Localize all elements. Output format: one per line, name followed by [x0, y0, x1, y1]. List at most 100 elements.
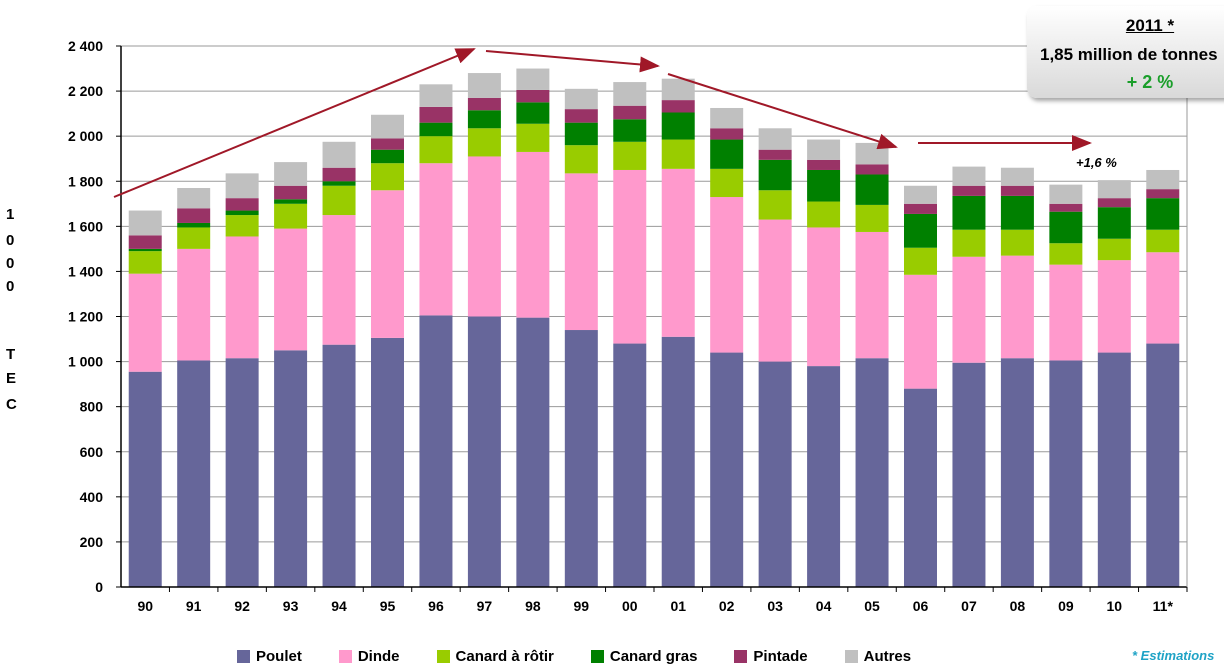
x-tick-label: 03 [767, 598, 783, 614]
bar-canard-gras [1146, 198, 1180, 230]
x-tick-label: 98 [525, 598, 541, 614]
bar-poulet [613, 343, 647, 587]
bar-pintade [516, 89, 550, 103]
bar-dinde [1146, 252, 1180, 344]
bar-pintade [467, 97, 501, 111]
bar-pintade [274, 185, 308, 200]
bar-pintade [1049, 203, 1083, 212]
legend-item: Dinde [338, 648, 400, 665]
bar-canard-r-tir [807, 201, 841, 228]
legend-swatch [844, 650, 858, 663]
y-axis-label-letter: C [6, 396, 17, 413]
bar-canard-gras [904, 213, 937, 248]
bar-poulet [1146, 343, 1180, 587]
bar-pintade [128, 235, 162, 249]
info-box [1027, 6, 1224, 98]
bar-poulet [177, 360, 211, 587]
bar-poulet [855, 358, 889, 587]
bar-pintade [177, 208, 211, 223]
bar-dinde [371, 190, 404, 338]
info-year: 2011 * [1125, 16, 1175, 35]
bar-canard-gras [1097, 207, 1131, 239]
bar-canard-r-tir [855, 204, 889, 232]
bar-canard-gras [419, 122, 453, 137]
x-tick-label: 97 [477, 598, 493, 614]
y-tick-label: 1 000 [68, 354, 103, 370]
bar-pintade [952, 185, 986, 196]
bar-canard-r-tir [952, 229, 986, 257]
annotation-growth: +1,6 % [1076, 155, 1117, 170]
bar-dinde [128, 273, 162, 372]
bar-canard-r-tir [467, 128, 501, 157]
bar-canard-gras [952, 195, 986, 230]
bar-autres [952, 166, 986, 186]
bar-canard-r-tir [710, 168, 744, 198]
bar-canard-gras [1049, 211, 1083, 244]
bar-poulet [564, 330, 598, 587]
x-tick-label: 91 [186, 598, 202, 614]
bar-canard-gras [855, 174, 889, 205]
bar-autres [322, 141, 356, 168]
x-tick-label: 94 [331, 598, 347, 614]
x-tick-label: 09 [1058, 598, 1074, 614]
bar-pintade [371, 138, 404, 150]
x-tick-label: 06 [913, 598, 929, 614]
x-tick-label: 02 [719, 598, 735, 614]
x-tick-label: 01 [670, 598, 686, 614]
bar-dinde [467, 156, 501, 317]
x-tick-label: 96 [428, 598, 444, 614]
bar-autres [419, 84, 453, 107]
y-tick-label: 600 [80, 444, 104, 460]
y-tick-label: 1 600 [68, 218, 103, 234]
bar-pintade [807, 159, 841, 170]
bars [128, 68, 1180, 587]
bar-dinde [904, 274, 937, 389]
x-tick-label: 05 [864, 598, 880, 614]
bar-dinde [855, 231, 889, 359]
y-axis-label-letter: 0 [6, 232, 15, 249]
bar-canard-gras [758, 159, 792, 191]
bar-poulet [807, 366, 841, 587]
bar-poulet [1097, 352, 1131, 587]
legend-item: Autres [844, 648, 911, 665]
legend-item: Canard à rôtir [436, 648, 554, 665]
bar-canard-r-tir [1146, 229, 1180, 253]
bar-autres [1097, 180, 1131, 199]
legend-item: Poulet [237, 648, 302, 665]
y-axis-label-letter: E [6, 370, 17, 387]
bar-canard-r-tir [274, 203, 308, 229]
y-tick-label: 1 200 [68, 309, 103, 325]
bar-canard-r-tir [128, 251, 162, 274]
y-tick-label: 1 800 [68, 173, 103, 189]
y-tick-label: 2 000 [68, 128, 103, 144]
legend-label: Canard à rôtir [455, 648, 554, 665]
bar-canard-r-tir [1000, 229, 1034, 256]
bar-autres [516, 68, 550, 90]
bar-canard-r-tir [177, 227, 211, 249]
bar-dinde [661, 168, 695, 337]
bar-canard-r-tir [516, 123, 550, 152]
bar-autres [807, 139, 841, 160]
legend-swatch [590, 650, 604, 663]
bar-canard-gras [710, 139, 744, 169]
bar-dinde [758, 219, 792, 362]
info-production: 1,85 million de tonnes [1040, 45, 1218, 64]
bar-dinde [1000, 255, 1034, 359]
bar-canard-r-tir [322, 185, 356, 216]
bar-dinde [177, 248, 211, 361]
bar-poulet [904, 388, 937, 587]
trend-arrow-down [667, 73, 898, 150]
bar-canard-r-tir [1097, 238, 1131, 261]
bar-pintade [419, 106, 453, 123]
x-tick-label: 92 [234, 598, 250, 614]
x-tick-label: 00 [622, 598, 638, 614]
bar-autres [710, 107, 744, 129]
legend-item: Pintade [734, 648, 808, 665]
bar-poulet [225, 358, 259, 587]
bar-poulet [1000, 358, 1034, 587]
bar-dinde [1049, 264, 1083, 361]
bar-canard-r-tir [904, 247, 937, 275]
bar-autres [467, 73, 501, 98]
info-change: + 2 % [1126, 72, 1174, 92]
legend-swatch [734, 650, 748, 663]
